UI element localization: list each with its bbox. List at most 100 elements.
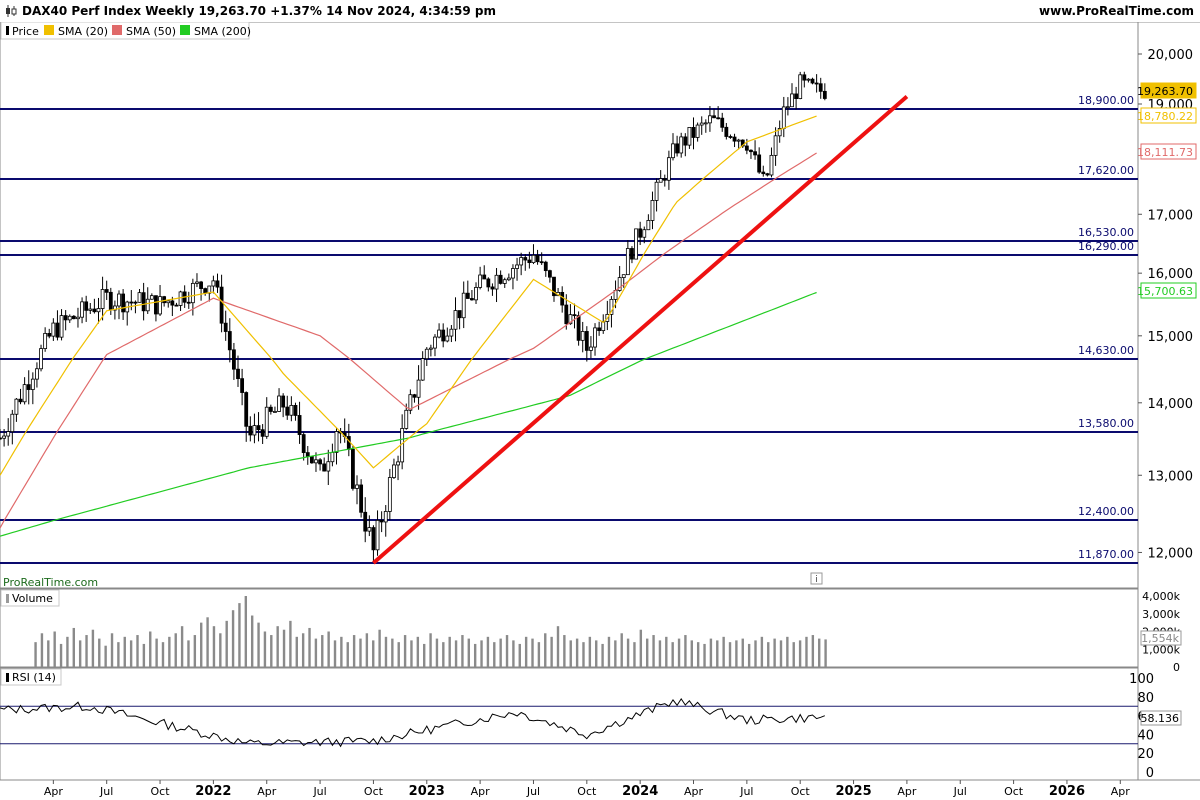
candle-body — [560, 291, 565, 306]
candle-body — [630, 248, 634, 260]
candle-body — [195, 281, 199, 284]
volume-bar — [257, 622, 260, 667]
trendline[interactable] — [372, 94, 909, 565]
time-tick-label: 2022 — [195, 784, 231, 799]
volume-bar — [684, 635, 687, 667]
volume-bar — [238, 603, 241, 667]
volume-bar — [212, 626, 216, 667]
candle-body — [281, 395, 286, 408]
rsi-last-tag — [1140, 710, 1182, 726]
candle-body — [584, 331, 589, 351]
candle-body — [178, 291, 183, 306]
candle-body — [55, 322, 60, 338]
candle-body — [404, 409, 409, 429]
legend-sma20[interactable]: SMA (20) — [58, 25, 108, 38]
candle-body — [494, 274, 499, 290]
candle-body — [71, 315, 76, 320]
volume-last-label: 1,554k — [1141, 632, 1179, 645]
volume-bar — [728, 642, 732, 667]
candle-body — [96, 308, 101, 313]
legend-swatch-price — [6, 26, 9, 35]
candle-body — [289, 404, 294, 416]
volume-bar — [626, 638, 630, 667]
candle-body — [35, 368, 39, 380]
volume-title[interactable]: Volume — [12, 592, 53, 605]
time-tick-label: 2023 — [409, 784, 445, 799]
volume-bar — [168, 636, 171, 667]
moving-averages — [0, 115, 817, 537]
candle-body — [215, 280, 220, 288]
candle-body — [145, 298, 150, 312]
legend-swatch-sma20 — [44, 25, 54, 35]
volume-bar — [263, 631, 267, 667]
volume-bar — [352, 635, 356, 667]
candle-body — [211, 280, 216, 287]
candle-body — [420, 358, 425, 381]
legend-sma50[interactable]: SMA (50) — [126, 25, 176, 38]
candle-body — [363, 511, 368, 532]
candle-body — [568, 314, 573, 325]
candle-body — [22, 384, 27, 403]
time-tick-label: Jul — [99, 785, 113, 798]
candle-body — [392, 464, 396, 478]
volume-bar — [696, 642, 700, 667]
candle-body — [650, 200, 655, 221]
volume-bar — [811, 635, 815, 667]
volume-bar — [34, 642, 37, 667]
volume-bar — [556, 626, 560, 667]
volume-bar — [550, 636, 553, 667]
volume-bar — [442, 642, 445, 667]
candle-body — [14, 398, 19, 415]
volume-bar — [461, 635, 464, 667]
candle-body — [658, 178, 663, 183]
candle-body — [137, 292, 142, 303]
volume-bar — [340, 636, 343, 667]
rsi-line — [0, 697, 825, 748]
volume-bar — [47, 640, 50, 667]
volume-bar — [123, 636, 126, 667]
chart-title: DAX40 Perf Index Weekly 19,263.70 +1.37%… — [22, 4, 496, 18]
volume-bar — [244, 596, 248, 667]
chart-header: DAX40 Perf Index Weekly 19,263.70 +1.37%… — [0, 0, 1200, 23]
legend-price[interactable]: Price — [12, 25, 39, 38]
rsi-tick-label: 100 — [1129, 672, 1154, 687]
volume-bar — [473, 643, 477, 667]
rsi-title[interactable]: RSI (14) — [12, 671, 56, 684]
info-button[interactable]: i — [810, 572, 823, 585]
candle-body — [383, 511, 388, 523]
candle-body — [781, 106, 786, 129]
candle-body — [199, 281, 203, 289]
site-name[interactable]: www.ProRealTime.com — [1039, 4, 1194, 18]
candle-body — [695, 124, 700, 138]
candle-body — [490, 286, 495, 290]
volume-bar — [250, 615, 254, 667]
candle-body — [621, 274, 626, 278]
candle-body — [671, 143, 675, 159]
legend-sma200[interactable]: SMA (200) — [194, 25, 251, 38]
time-tick-label: Oct — [1004, 785, 1024, 798]
candle-body — [790, 93, 794, 108]
candle-body — [203, 288, 208, 294]
last-value-label: 15,700.63 — [1137, 285, 1193, 298]
candle-body — [638, 228, 643, 238]
candle-body — [244, 392, 249, 427]
volume-bar — [709, 638, 713, 667]
volume-bar — [200, 622, 203, 667]
candle-body — [154, 295, 158, 315]
candle-body — [539, 261, 544, 264]
candle-body — [506, 277, 511, 281]
volume-bar — [174, 633, 177, 667]
volume-bar — [582, 642, 585, 667]
volume-panel — [0, 588, 1139, 668]
candle-body — [449, 328, 454, 337]
candle-body — [133, 301, 138, 304]
last-value-label: 18,111.73 — [1137, 146, 1193, 159]
candle-body — [248, 425, 253, 436]
volume-bar — [601, 643, 604, 667]
candle-body — [749, 149, 753, 153]
volume-bar — [786, 636, 789, 667]
volume-bar — [53, 631, 56, 667]
candle-body — [728, 136, 733, 138]
